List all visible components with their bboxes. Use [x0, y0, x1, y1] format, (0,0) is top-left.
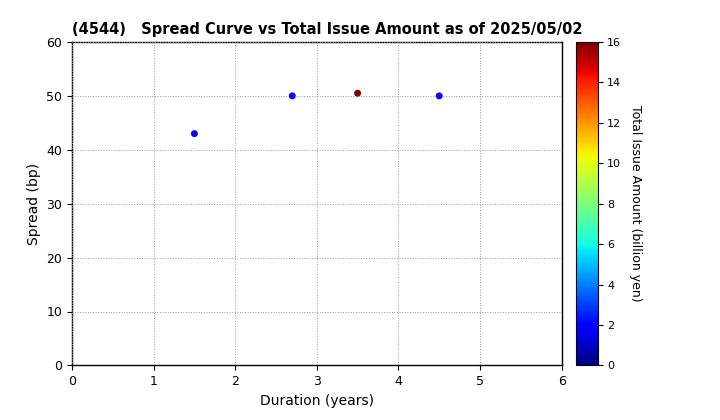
X-axis label: Duration (years): Duration (years) — [260, 394, 374, 408]
Point — [352, 90, 364, 97]
Y-axis label: Total Issue Amount (billion yen): Total Issue Amount (billion yen) — [629, 105, 642, 302]
Point — [287, 92, 298, 99]
Text: (4544)   Spread Curve vs Total Issue Amount as of 2025/05/02: (4544) Spread Curve vs Total Issue Amoun… — [72, 22, 582, 37]
Point — [189, 130, 200, 137]
Y-axis label: Spread (bp): Spread (bp) — [27, 163, 41, 245]
Point — [433, 92, 445, 99]
